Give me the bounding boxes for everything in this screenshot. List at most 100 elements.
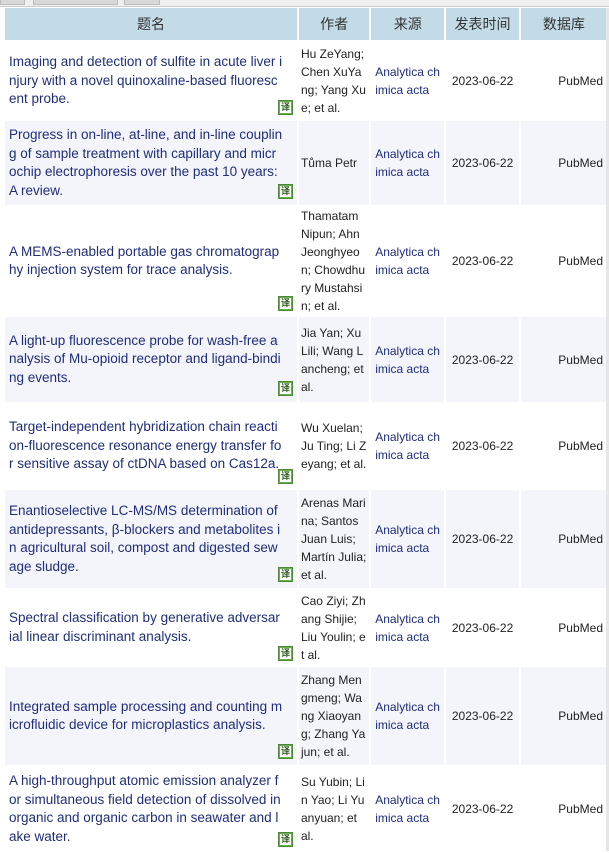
- database: PubMed: [558, 802, 603, 816]
- source-journal-line[interactable]: Analytica ch: [375, 430, 440, 444]
- header-date[interactable]: 发表时间: [446, 8, 519, 41]
- source-journal-line[interactable]: imica acta: [375, 629, 430, 644]
- source-journal[interactable]: Analytica ch imica acta: [371, 765, 444, 853]
- source-journal-line[interactable]: imica acta: [375, 165, 430, 179]
- publish-date: 2023-06-22: [446, 317, 519, 402]
- article-title-link-line[interactable]: n agricultural soil, compost and digeste…: [9, 540, 278, 555]
- article-title-link-line[interactable]: g of sample treatment with capillary and…: [9, 145, 277, 161]
- source-journal-line[interactable]: Analytica ch: [375, 343, 440, 358]
- article-title-link[interactable]: A MEMS-enabled portable gas chromatograp…: [5, 205, 297, 317]
- publish-date: 2023-06-22: [446, 667, 519, 765]
- article-title-link-line[interactable]: ng events.: [9, 369, 72, 385]
- article-title-link-line[interactable]: Enantioselective LC-MS/MS determination …: [9, 503, 278, 518]
- source-journal-line[interactable]: Analytica ch: [375, 245, 440, 259]
- article-title-link-line[interactable]: Progress in on-line, at-line, and in-lin…: [9, 127, 283, 142]
- database: PubMed: [558, 74, 603, 88]
- authors-line: Juan Luis;: [300, 532, 356, 546]
- source-journal-line[interactable]: imica acta: [375, 811, 430, 825]
- toolbar-tab[interactable]: [124, 0, 160, 5]
- article-title-link[interactable]: Target-independent hybridization chain r…: [5, 402, 297, 490]
- translate-button[interactable]: 译: [277, 567, 293, 582]
- header-author[interactable]: 作者: [298, 8, 370, 41]
- source-journal[interactable]: Analytica ch imica acta: [371, 490, 445, 588]
- source-journal-line[interactable]: imica acta: [375, 541, 430, 555]
- article-title-link-line[interactable]: icrofluidic device for microplastics ana…: [9, 717, 266, 732]
- article-title-link-line[interactable]: njury with a novel quinoxaline-based flu…: [9, 72, 278, 88]
- toolbar-tab[interactable]: [33, 0, 118, 5]
- authors-line: Wu Xuelan;: [300, 421, 363, 435]
- header-title[interactable]: 题名: [5, 8, 297, 41]
- authors-line: ng Xiaoyan: [300, 709, 362, 723]
- article-title-link-line[interactable]: Imaging and detection of sulfite in acut…: [9, 54, 283, 70]
- article-title-link-line[interactable]: hy injection system for trace analysis.: [9, 262, 233, 277]
- translate-button[interactable]: 译: [277, 832, 293, 847]
- article-title-link-line[interactable]: Integrated sample processing and countin…: [9, 698, 283, 714]
- table-row: Spectral classification by generative ad…: [5, 588, 607, 667]
- authors-line: ang Shijie;: [300, 611, 358, 626]
- article-title-link-line[interactable]: or simultaneous field detection of disso…: [9, 791, 281, 807]
- article-title-link-line[interactable]: ial linear discriminant analysis.: [9, 628, 192, 644]
- source-journal-line[interactable]: imica acta: [375, 263, 430, 277]
- article-title-link-line[interactable]: r sensitive assay of ctDNA based on Cas1…: [9, 456, 280, 472]
- table-row: A high-throughput atomic emission analyz…: [5, 765, 607, 853]
- article-title-link[interactable]: A light-up fluorescence probe for wash-f…: [5, 317, 297, 402]
- article-title-link[interactable]: Enantioselective LC-MS/MS determination …: [5, 490, 297, 588]
- source-journal-line[interactable]: imica acta: [375, 718, 430, 732]
- article-title-link-line[interactable]: on-fluorescence resonance energy transfe…: [9, 437, 282, 453]
- toolbar-tab[interactable]: [0, 0, 25, 5]
- authors: Tůma Petr: [298, 121, 370, 205]
- source-journal-line[interactable]: Analytica ch: [375, 793, 440, 807]
- source-journal-line[interactable]: Analytica ch: [375, 611, 440, 626]
- article-title-link-line[interactable]: ent probe.: [9, 91, 70, 107]
- article-title-link[interactable]: Imaging and detection of sulfite in acut…: [5, 41, 297, 121]
- source-journal-line[interactable]: Analytica ch: [375, 700, 440, 714]
- translate-button[interactable]: 译: [277, 296, 293, 311]
- article-title-link-line[interactable]: antidepressants, β-blockers and metaboli…: [9, 521, 281, 537]
- source-journal[interactable]: Analytica ch imica acta: [371, 317, 445, 402]
- publish-date: 2023-06-22: [446, 490, 519, 588]
- translate-button[interactable]: 译: [277, 469, 293, 484]
- source-journal[interactable]: Analytica ch imica acta: [371, 588, 444, 667]
- article-title-link-line[interactable]: ake water.: [9, 828, 71, 844]
- source-journal[interactable]: Analytica ch imica acta: [371, 205, 444, 317]
- source-journal[interactable]: Analytica ch imica acta: [371, 402, 444, 490]
- source-journal[interactable]: Analytica ch imica acta: [371, 667, 445, 765]
- article-title-link[interactable]: A high-throughput atomic emission analyz…: [5, 765, 297, 853]
- translate-icon: 译: [279, 471, 291, 482]
- article-title-link-line[interactable]: ochip electrophoresis over the past 10 y…: [9, 164, 278, 179]
- source-journal-line[interactable]: imica acta: [375, 448, 430, 462]
- article-title-link-line[interactable]: Spectral classification by generative ad…: [9, 610, 280, 625]
- translate-button[interactable]: 译: [277, 646, 293, 661]
- article-title-link-line[interactable]: age sludge.: [9, 558, 79, 574]
- translate-button[interactable]: 译: [277, 744, 293, 759]
- article-title-link-line[interactable]: Target-independent hybridization chain r…: [9, 419, 278, 435]
- source-journal[interactable]: Analytica ch imica acta: [371, 41, 444, 121]
- authors: Hu ZeYang; Chen XuYa ng; Yang Xu e; et al.: [299, 41, 369, 121]
- source-journal-line[interactable]: Analytica ch: [375, 65, 440, 79]
- article-title-link[interactable]: Integrated sample processing and countin…: [5, 667, 297, 765]
- source-journal[interactable]: Analytica ch imica acta: [371, 121, 445, 205]
- scrollbar[interactable]: [606, 8, 609, 851]
- article-title-link-line[interactable]: A MEMS-enabled portable gas chromatograp: [9, 243, 280, 259]
- article-title-link-line[interactable]: A light-up fluorescence probe for wash-f…: [9, 332, 278, 348]
- article-title-link-line[interactable]: nalysis of Mu-opioid receptor and ligand…: [9, 351, 281, 367]
- article-title-link-line[interactable]: organic and organic carbon in seawater a…: [9, 810, 279, 825]
- article-title-link[interactable]: Progress in on-line, at-line, and in-lin…: [5, 121, 297, 205]
- source-journal-line[interactable]: Analytica ch: [375, 523, 440, 537]
- translate-button[interactable]: 译: [277, 100, 293, 115]
- authors-line: al.: [300, 829, 314, 843]
- source-journal-line[interactable]: Analytica ch: [375, 147, 440, 161]
- translate-button[interactable]: 译: [277, 184, 293, 199]
- source-journal-line[interactable]: imica acta: [375, 83, 430, 97]
- article-title-link-line[interactable]: A high-throughput atomic emission analyz…: [9, 773, 279, 788]
- article-title-link[interactable]: Spectral classification by generative ad…: [5, 588, 297, 667]
- translate-icon: 译: [279, 746, 291, 757]
- translate-button[interactable]: 译: [277, 381, 293, 396]
- authors-line: Thamatam: [300, 209, 359, 223]
- header-database[interactable]: 数据库: [520, 8, 607, 41]
- header-source[interactable]: 来源: [371, 8, 445, 41]
- source-journal-line[interactable]: imica acta: [375, 361, 430, 376]
- authors-line: Liu Youlin; e: [300, 629, 366, 644]
- authors: Zhang Men gmeng; Wa ng Xiaoyan g; Zhang Ya j…: [298, 667, 370, 765]
- article-title-link-line[interactable]: A review.: [9, 182, 64, 198]
